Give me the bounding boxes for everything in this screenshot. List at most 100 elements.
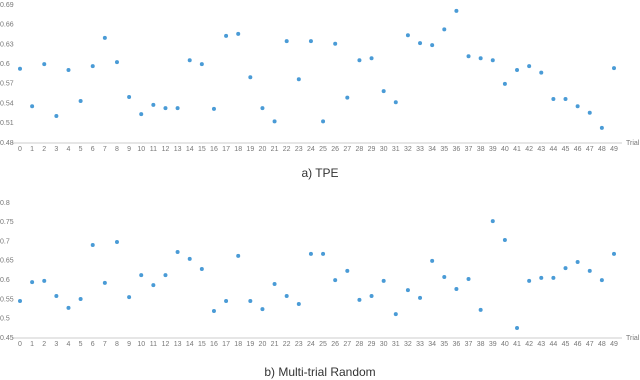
- x-tick-label: 48: [598, 146, 606, 153]
- point: [490, 219, 495, 224]
- x-tick-label: 8: [115, 146, 119, 153]
- point: [345, 95, 350, 100]
- point: [18, 66, 22, 71]
- point: [527, 278, 532, 283]
- x-tick-label: 40: [501, 146, 509, 153]
- x-tick-label: 42: [525, 341, 533, 348]
- point: [224, 298, 229, 303]
- x-tick-label: 28: [356, 146, 364, 153]
- point: [66, 68, 71, 73]
- point: [466, 54, 471, 59]
- point: [151, 283, 156, 288]
- point: [612, 66, 616, 71]
- point: [284, 39, 289, 44]
- x-tick-label: 37: [465, 146, 473, 153]
- x-tick-label: 18: [234, 341, 242, 348]
- x-tick-label: 43: [537, 341, 545, 348]
- x-tick-label: 25: [319, 341, 327, 348]
- x-tick-label: 45: [562, 146, 570, 153]
- point: [333, 41, 338, 46]
- x-tick-label: 13: [174, 341, 182, 348]
- x-tick-label: 14: [186, 146, 194, 153]
- point: [90, 243, 95, 248]
- point: [236, 253, 241, 258]
- y-tick-label: 0.55: [0, 296, 14, 303]
- x-tick-label: 41: [513, 341, 521, 348]
- point: [321, 119, 326, 124]
- point: [272, 282, 277, 286]
- x-tick-label: 27: [343, 146, 351, 153]
- point: [466, 276, 471, 281]
- point: [54, 293, 59, 298]
- y-tick-label: 0.5: [0, 316, 10, 323]
- point: [418, 295, 423, 300]
- point: [442, 275, 447, 280]
- y-tick-label: 0.57: [0, 81, 14, 88]
- x-tick-label: 10: [137, 341, 145, 348]
- point: [575, 104, 580, 109]
- x-tick-label: 11: [150, 146, 157, 153]
- point: [393, 312, 398, 317]
- y-tick-label: 0.48: [0, 140, 14, 147]
- point: [345, 268, 350, 273]
- point: [539, 275, 544, 280]
- point: [515, 325, 520, 330]
- point: [418, 41, 423, 46]
- x-tick-label: 5: [79, 146, 83, 153]
- x-axis-label: Trial: [626, 335, 640, 342]
- x-tick-label: 34: [428, 146, 436, 153]
- point: [187, 58, 192, 63]
- x-tick-label: 13: [174, 146, 182, 153]
- x-tick-label: 44: [549, 341, 557, 348]
- x-tick-label: 5: [79, 341, 83, 348]
- x-tick-label: 15: [198, 341, 206, 348]
- x-axis-label: Trial: [626, 140, 640, 147]
- x-tick-label: 32: [404, 341, 412, 348]
- x-tick-label: 39: [489, 146, 497, 153]
- point: [405, 288, 410, 293]
- y-tick-label: 0.6: [0, 61, 10, 68]
- point: [308, 251, 313, 256]
- point: [139, 273, 144, 278]
- point: [248, 75, 253, 80]
- point: [296, 302, 301, 307]
- x-tick-label: 34: [428, 341, 436, 348]
- y-tick-label: 0.7: [0, 238, 10, 245]
- point: [369, 293, 374, 298]
- x-tick-label: 20: [259, 341, 267, 348]
- x-tick-label: 42: [525, 146, 533, 153]
- point: [114, 239, 119, 244]
- x-tick-label: 3: [54, 341, 58, 348]
- x-tick-label: 35: [440, 341, 448, 348]
- x-tick-label: 7: [103, 341, 107, 348]
- x-tick-label: 23: [295, 341, 303, 348]
- x-tick-label: 47: [586, 146, 594, 153]
- point: [127, 95, 132, 99]
- x-tick-label: 30: [380, 341, 388, 348]
- y-tick-label: 0.65: [0, 258, 14, 265]
- x-tick-label: 9: [127, 341, 131, 348]
- point: [18, 298, 22, 303]
- x-tick-label: 44: [549, 146, 557, 153]
- y-tick-label: 0.8: [0, 200, 10, 207]
- point: [30, 280, 35, 285]
- x-tick-label: 19: [246, 146, 254, 153]
- caption: b) Multi-trial Random: [264, 365, 375, 379]
- x-tick-label: 9: [127, 146, 131, 153]
- x-tick-label: 27: [343, 341, 351, 348]
- x-tick-label: 1: [30, 341, 34, 348]
- y-tick-label: 0.69: [0, 2, 14, 9]
- caption: a) TPE: [301, 166, 338, 180]
- point: [260, 106, 265, 111]
- point: [114, 60, 119, 65]
- x-tick-label: 29: [368, 341, 376, 348]
- point: [490, 58, 495, 63]
- x-tick-label: 0: [18, 146, 22, 153]
- x-tick-label: 2: [42, 146, 46, 153]
- x-tick-label: 26: [331, 341, 339, 348]
- x-tick-label: 8: [115, 341, 119, 348]
- point: [430, 43, 435, 48]
- x-tick-label: 36: [453, 341, 461, 348]
- point: [66, 305, 71, 310]
